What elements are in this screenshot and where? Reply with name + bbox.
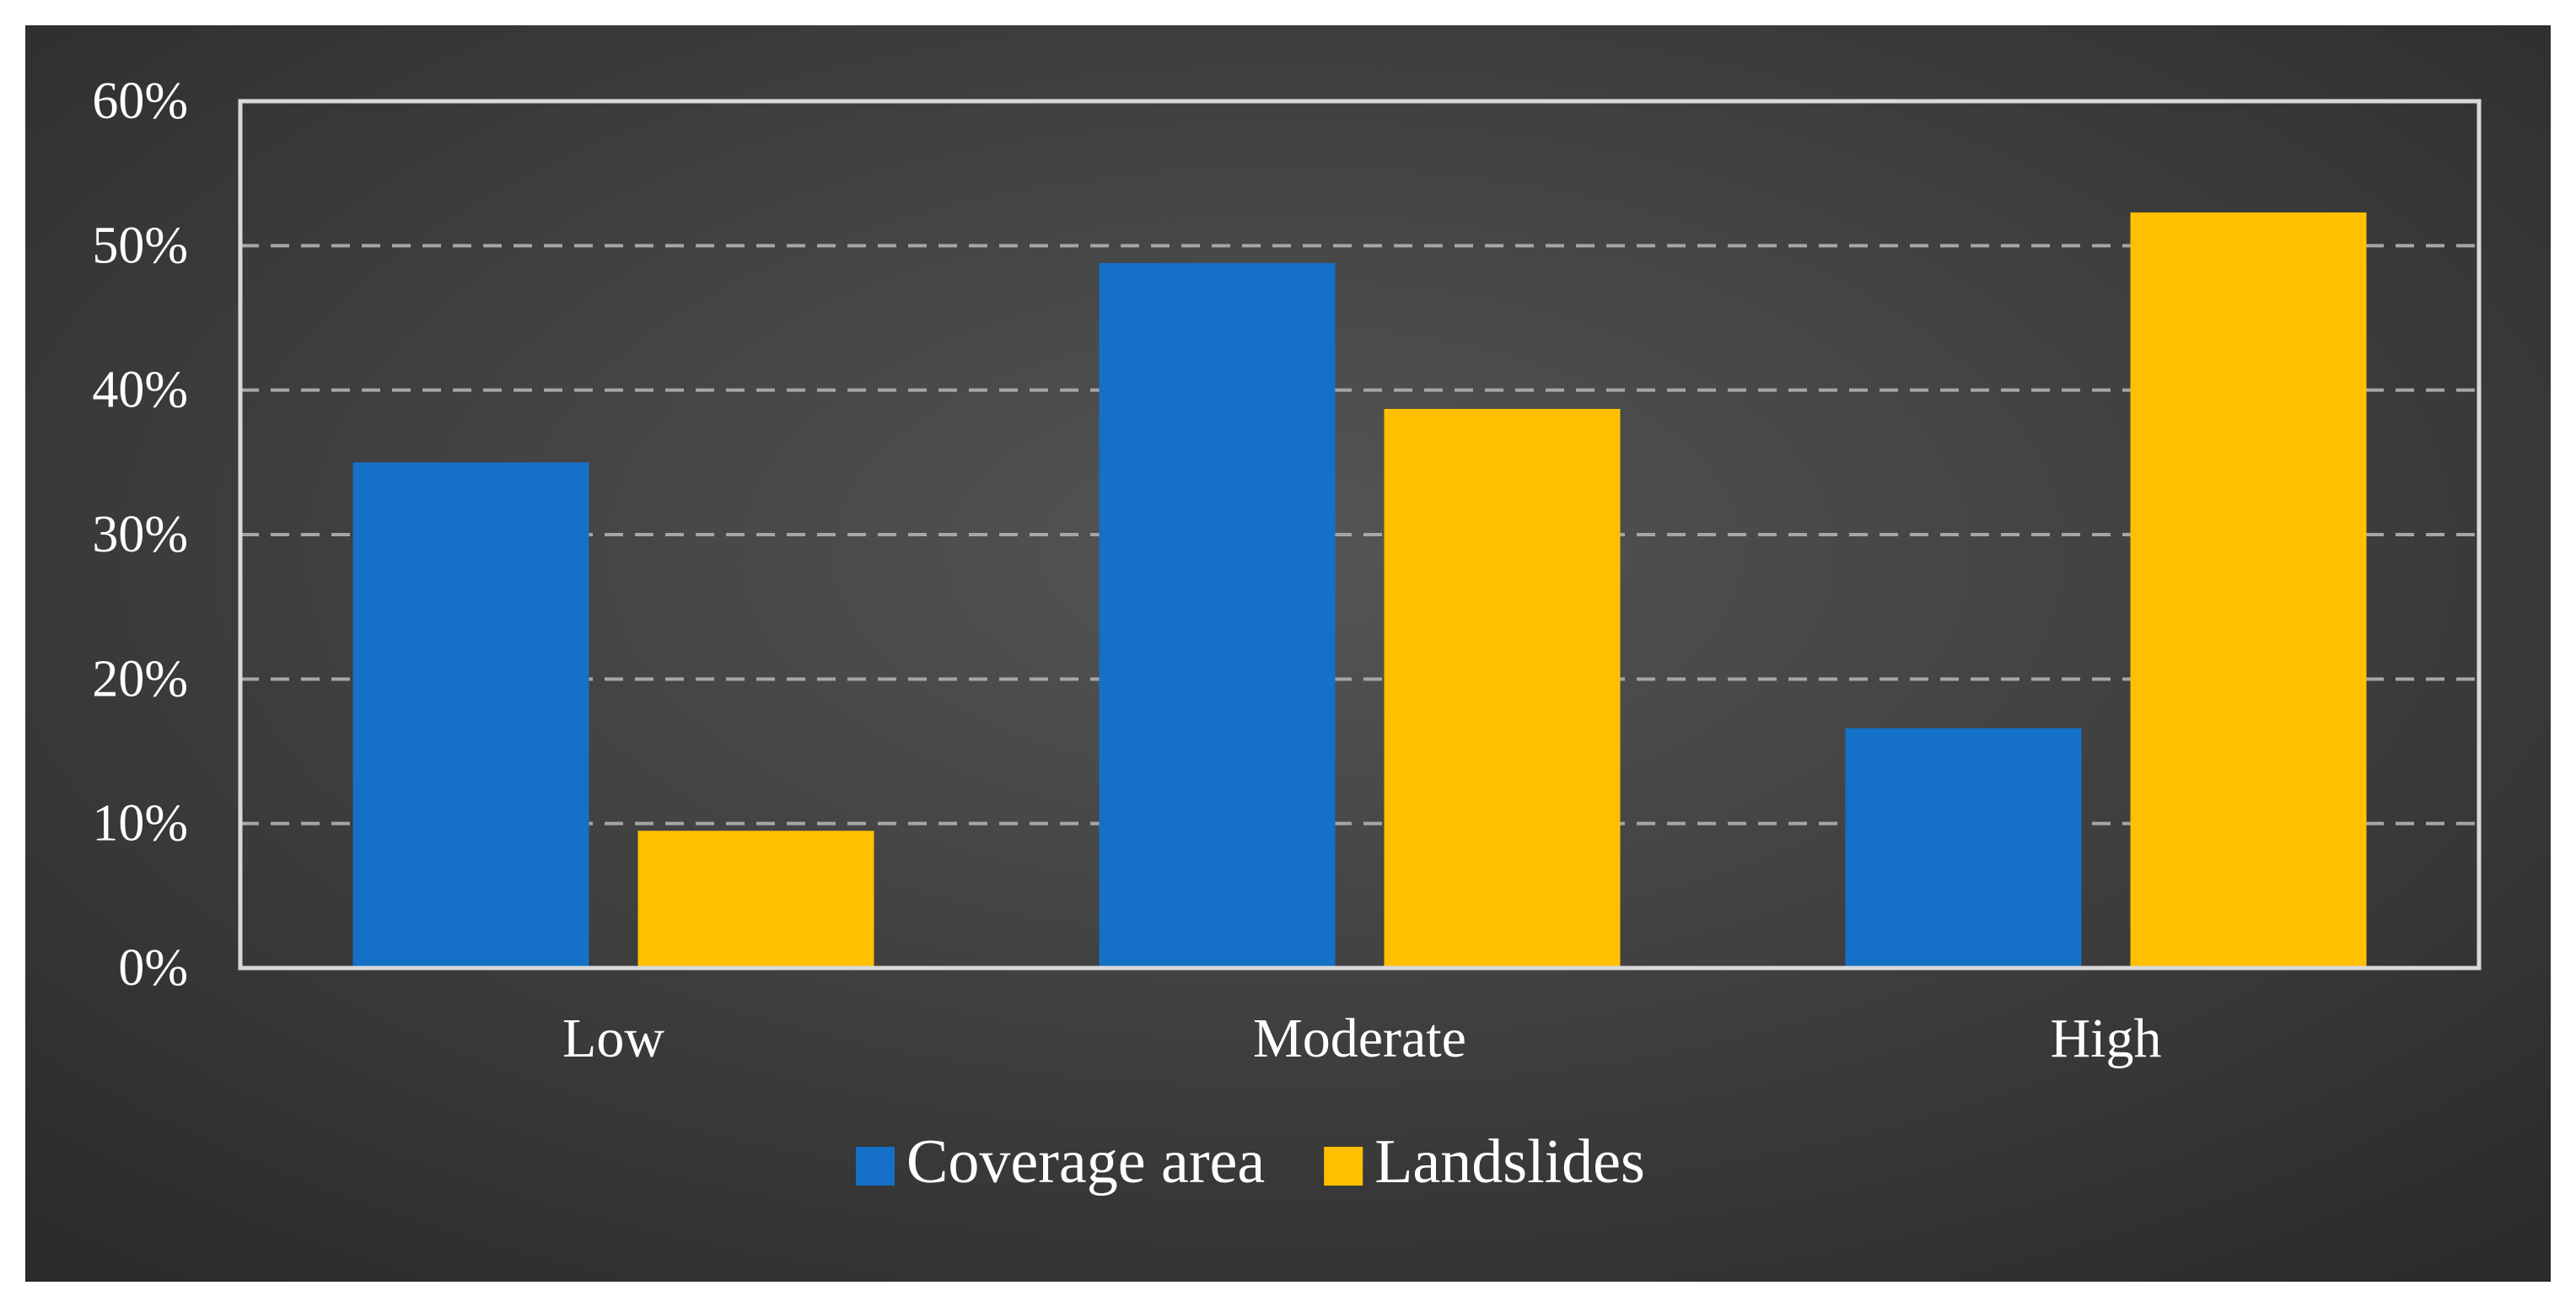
bar-landslides-high <box>2130 212 2367 969</box>
legend: Coverage area Landslides <box>856 1127 1645 1197</box>
y-tick-label: 50% <box>92 217 188 274</box>
gridlines <box>240 244 2479 826</box>
axes <box>238 99 2482 971</box>
y-tick-label: 30% <box>92 506 188 563</box>
y-axis-tick-labels: 0% 10% 20% 30% 40% 50% 60% <box>92 73 188 997</box>
bar-landslides-moderate <box>1384 408 1621 968</box>
y-tick-label: 60% <box>92 73 188 130</box>
y-tick-label: 0% <box>118 939 188 997</box>
legend-label-coverage-area: Coverage area <box>906 1127 1265 1197</box>
bars <box>352 212 2367 969</box>
legend-swatch-landslides <box>1324 1147 1363 1186</box>
y-tick-label: 40% <box>92 362 188 419</box>
y-tick-label: 10% <box>92 795 188 853</box>
bar-coverage-area-low <box>352 462 589 968</box>
legend-label-landslides: Landslides <box>1374 1127 1645 1197</box>
x-category-label: Low <box>562 1008 664 1069</box>
legend-swatch-coverage-area <box>856 1147 895 1186</box>
bar-coverage-area-high <box>1845 728 2082 968</box>
bar-landslides-low <box>637 831 874 968</box>
x-category-label: Moderate <box>1253 1008 1466 1069</box>
bar-coverage-area-moderate <box>1099 262 1336 969</box>
plot-frame <box>238 99 2482 971</box>
y-tick-label: 20% <box>92 650 188 707</box>
x-axis-category-labels: Low Moderate High <box>562 1008 2161 1069</box>
x-category-label: High <box>2051 1008 2162 1069</box>
